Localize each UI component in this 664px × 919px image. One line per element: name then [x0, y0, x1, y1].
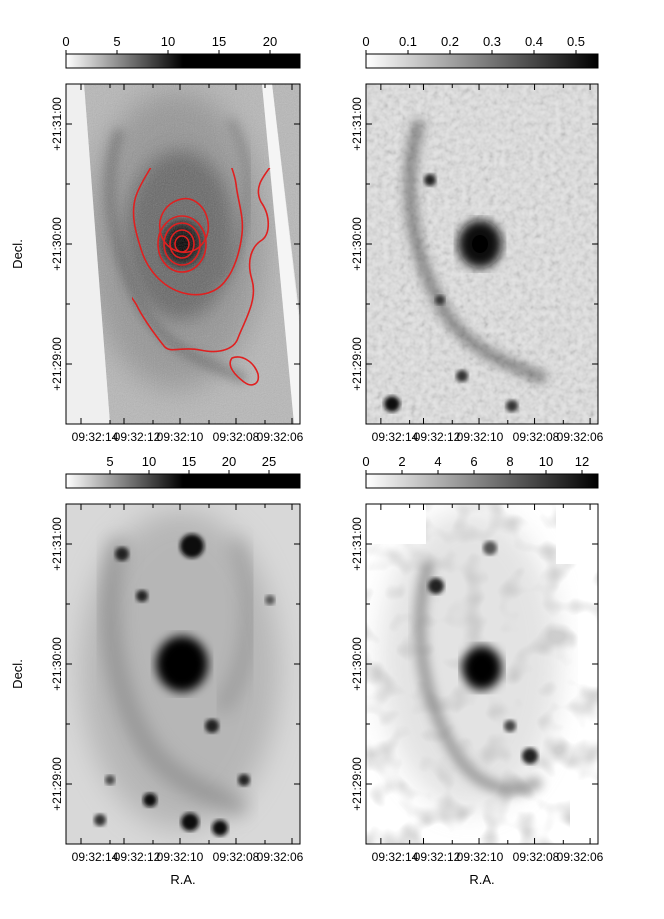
- ra-tick-label: 09:32:12: [414, 850, 461, 864]
- dec-tick-label: +21:30:00: [50, 217, 64, 271]
- ra-tick-label: 09:32:12: [114, 850, 161, 864]
- ra-tick-label: 09:32:12: [114, 430, 161, 444]
- dec-tick-label: +21:30:00: [350, 217, 364, 271]
- dec-tick-label: +21:31:00: [50, 97, 64, 151]
- x-axis-label: R.A.: [170, 872, 195, 887]
- dec-tick-label: +21:30:00: [350, 637, 364, 691]
- dec-tick-label: +21:31:00: [50, 517, 64, 571]
- colorbar-tick-label: 10: [161, 34, 175, 49]
- dec-tick-label: +21:31:00: [350, 97, 364, 151]
- colorbar-tick-label: 0.4: [525, 34, 543, 49]
- ra-tick-labels-top: 09:32:14 09:32:12 09:32:10 09:32:08 09:3…: [72, 430, 604, 444]
- colorbar-tick-label: 5: [106, 454, 113, 469]
- colorbar-tick-label: 0.3: [483, 34, 501, 49]
- ra-tick-label: 09:32:12: [414, 430, 461, 444]
- ra-tick-label: 09:32:14: [72, 850, 119, 864]
- panel-frame: [365, 83, 599, 425]
- colorbar-bottom-left: 5 10 15 20 25: [65, 454, 301, 489]
- colorbar-top-left: 0 5 10 15 20: [62, 34, 301, 69]
- panel-top-left: 0 5 10 15 20: [62, 34, 301, 425]
- colorbar-tick-label: 0: [362, 454, 369, 469]
- colorbar-tick-label: 10: [142, 454, 156, 469]
- ra-tick-label: 09:32:06: [257, 850, 304, 864]
- ra-tick-label: 09:32:10: [457, 430, 504, 444]
- dec-tick-labels: +21:31:00 +21:30:00 +21:29:00 +21:31:00 …: [50, 97, 364, 811]
- ra-tick-label: 09:32:10: [457, 850, 504, 864]
- ra-tick-label: 09:32:08: [513, 430, 560, 444]
- x-axis-label: R.A.: [469, 872, 494, 887]
- panel-top-right: 0 0.1 0.2 0.3 0.4 0.5: [362, 34, 599, 425]
- colorbar-tick-label: 25: [262, 454, 276, 469]
- colorbar-tick-label: 0.2: [441, 34, 459, 49]
- image-infrared: [66, 504, 300, 844]
- colorbar-tick-label: 0.1: [399, 34, 417, 49]
- ra-tick-label: 09:32:08: [213, 850, 260, 864]
- colorbar-top-right: 0 0.1 0.2 0.3 0.4 0.5: [362, 34, 599, 69]
- panel-frame: [65, 83, 301, 425]
- colorbar-tick-label: 0: [362, 34, 369, 49]
- ra-tick-labels-bottom: 09:32:14 09:32:12 09:32:10 09:32:08 09:3…: [72, 850, 604, 864]
- dec-tick-label: +21:31:00: [350, 517, 364, 571]
- panel-bottom-left: 5 10 15 20 25: [65, 454, 301, 845]
- colorbar-tick-label: 8: [506, 454, 513, 469]
- ra-tick-label: 09:32:08: [213, 430, 260, 444]
- image-optical: [66, 84, 300, 424]
- ra-tick-label: 09:32:14: [72, 430, 119, 444]
- colorbar-tick-label: 12: [575, 454, 589, 469]
- colorbar-tick-label: 20: [263, 34, 277, 49]
- panel-frame: [65, 503, 301, 845]
- colorbar-tick-label: 10: [539, 454, 553, 469]
- y-axis-label: Decl.: [10, 659, 25, 689]
- image-radio: [366, 504, 598, 844]
- ra-tick-label: 09:32:14: [372, 850, 419, 864]
- y-axis-label: Decl.: [10, 239, 25, 269]
- panel-frame: [365, 503, 599, 845]
- dec-tick-label: +21:29:00: [350, 757, 364, 811]
- dec-tick-label: +21:29:00: [50, 757, 64, 811]
- colorbar-tick-label: 15: [182, 454, 196, 469]
- colorbar-tick-label: 15: [212, 34, 226, 49]
- ra-tick-label: 09:32:06: [557, 850, 604, 864]
- colorbar-ticks: [65, 50, 271, 54]
- dec-tick-label: +21:29:00: [350, 337, 364, 391]
- colorbar-tick-label: 20: [222, 454, 236, 469]
- ra-tick-label: 09:32:10: [157, 430, 204, 444]
- colorbar-tick-label: 6: [470, 454, 477, 469]
- ra-tick-label: 09:32:08: [513, 850, 560, 864]
- ra-tick-label: 09:32:06: [557, 430, 604, 444]
- panel-bottom-right: 0 2 4 6 8 10 12: [362, 454, 599, 845]
- dec-tick-label: +21:30:00: [50, 637, 64, 691]
- ra-tick-label: 09:32:06: [257, 430, 304, 444]
- colorbar-tick-label: 2: [398, 454, 405, 469]
- colorbar-tick-label: 0: [62, 34, 69, 49]
- dec-tick-label: +21:29:00: [50, 337, 64, 391]
- colorbar-tick-label: 0.5: [567, 34, 585, 49]
- ra-tick-label: 09:32:14: [372, 430, 419, 444]
- colorbar-bottom-right: 0 2 4 6 8 10 12: [362, 454, 599, 489]
- image-ultraviolet: [366, 84, 598, 424]
- colorbar-tick-label: 5: [113, 34, 120, 49]
- ra-tick-label: 09:32:10: [157, 850, 204, 864]
- colorbar-tick-label: 4: [434, 454, 441, 469]
